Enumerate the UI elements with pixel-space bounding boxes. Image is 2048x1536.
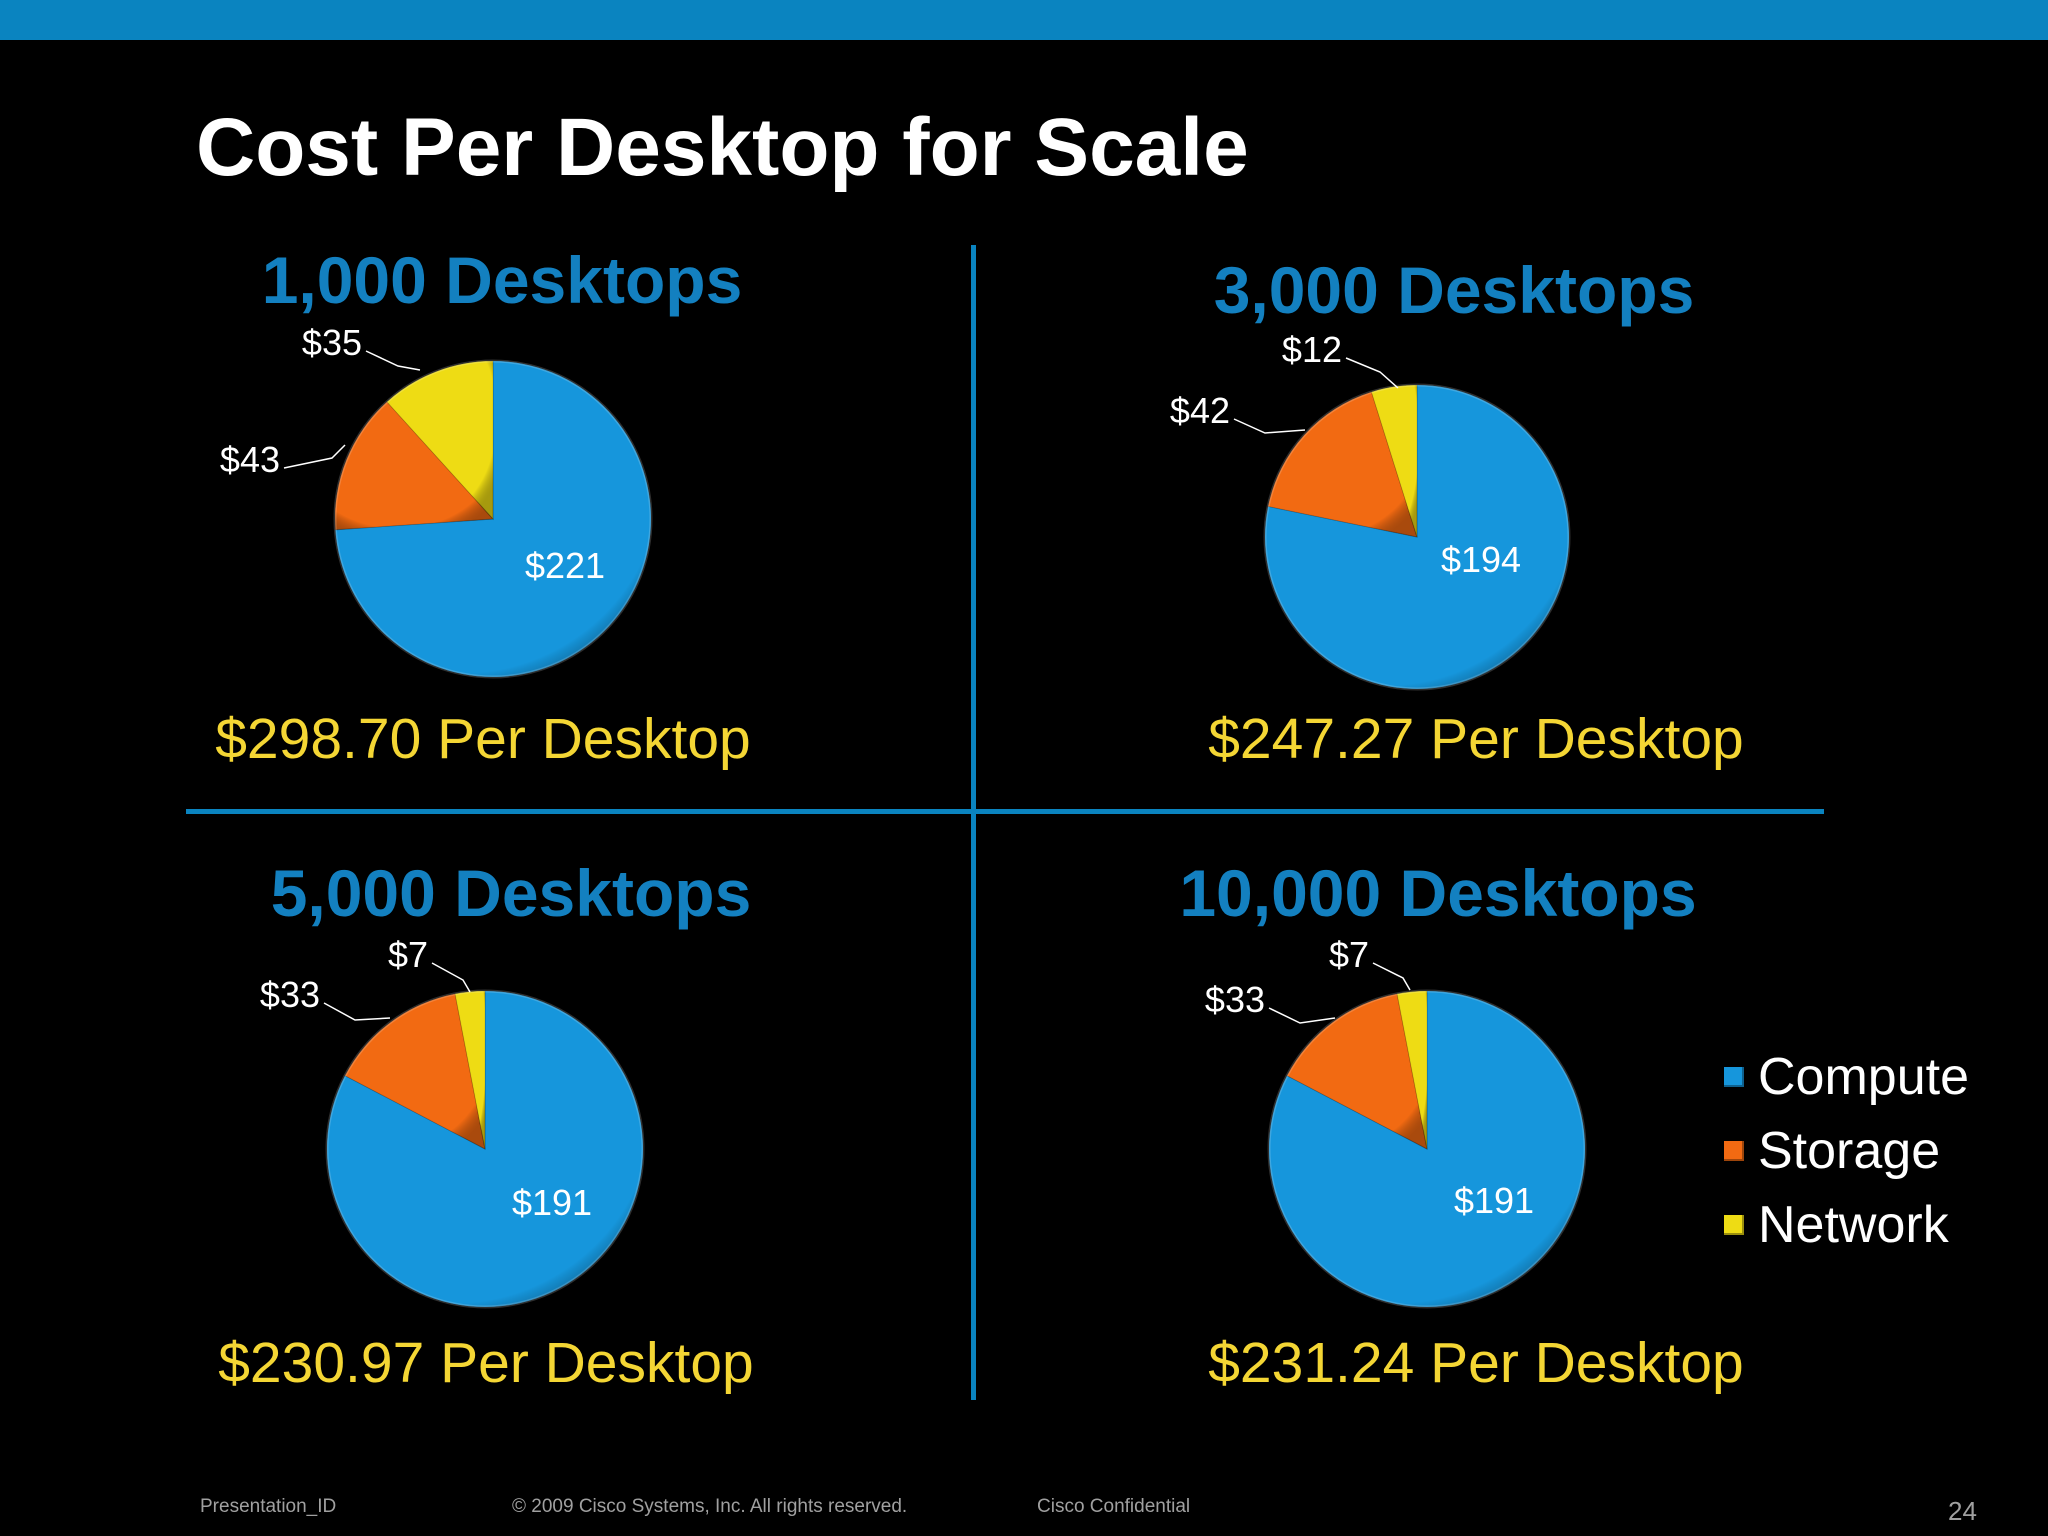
pie-slice-shade-network <box>455 991 485 1149</box>
legend: Compute Storage Network <box>1724 1040 1969 1262</box>
pie-slice-shade-network <box>1397 991 1427 1149</box>
footer-confidential: Cisco Confidential <box>1037 1496 1191 1517</box>
leader-line-storage <box>323 1002 391 1021</box>
per-desktop-1000: $298.70 Per Desktop <box>215 707 751 771</box>
data-label-storage: $33 <box>260 974 320 1015</box>
panel-title-10000: 10,000 Desktops <box>1179 856 1697 930</box>
per-desktop-5000: $230.97 Per Desktop <box>218 1331 754 1395</box>
legend-swatch-network <box>1724 1215 1744 1235</box>
legend-item-network: Network <box>1724 1188 1969 1262</box>
pie-chart-3: $191 $33 $7 <box>1205 934 1587 1309</box>
per-desktop-3000: $247.27 Per Desktop <box>1208 707 1744 771</box>
leader-line-storage <box>1233 418 1306 434</box>
leader-line-network <box>1372 962 1411 991</box>
pie-rim <box>325 989 645 1309</box>
pie-slice-shade-storage <box>345 993 485 1149</box>
panel-title-5000: 5,000 Desktops <box>270 856 752 930</box>
panel-title-1000: 1,000 Desktops <box>261 243 743 317</box>
pie-slice-shade-storage <box>1268 391 1417 537</box>
pie-slice-shade-storage <box>1287 993 1427 1149</box>
pie-rim <box>1267 989 1587 1309</box>
pie-rim <box>333 359 653 679</box>
slide-title: Cost Per Desktop for Scale <box>196 102 1249 193</box>
horizontal-divider <box>186 809 1824 814</box>
pie-slice-shade-network <box>386 361 493 519</box>
data-label-compute: $221 <box>525 545 605 586</box>
data-label-compute: $191 <box>1454 1180 1534 1221</box>
pie-slice-shade-network <box>1371 385 1417 537</box>
legend-label-compute: Compute <box>1758 1048 1969 1106</box>
footer-presentation-id: Presentation_ID <box>200 1496 337 1517</box>
data-label-network: $7 <box>388 934 428 975</box>
per-desktop-10000: $231.24 Per Desktop <box>1208 1331 1744 1395</box>
data-label-network: $7 <box>1329 934 1369 975</box>
data-label-storage: $43 <box>220 439 280 480</box>
data-label-compute: $191 <box>512 1182 592 1223</box>
page-number: 24 <box>1948 1496 1977 1526</box>
leader-line-storage <box>283 444 346 469</box>
data-label-storage: $33 <box>1205 979 1265 1020</box>
pie-slice-shade-storage <box>334 401 493 530</box>
footer-copyright: © 2009 Cisco Systems, Inc. All rights re… <box>512 1496 908 1517</box>
panel-title-3000: 3,000 Desktops <box>1213 253 1695 327</box>
leader-line-network <box>431 962 471 993</box>
top-accent-bar <box>0 0 2048 40</box>
pie-chart-2: $191 $33 $7 <box>260 934 645 1309</box>
vertical-divider <box>971 245 976 1400</box>
leader-line-network <box>365 350 421 371</box>
legend-swatch-compute <box>1724 1067 1744 1087</box>
data-label-network: $12 <box>1282 329 1342 370</box>
data-label-storage: $42 <box>1170 390 1230 431</box>
data-label-compute: $194 <box>1441 539 1521 580</box>
legend-item-storage: Storage <box>1724 1114 1969 1188</box>
pie-chart-0: $221 $43 $35 <box>220 322 653 679</box>
leader-line-storage <box>1268 1007 1336 1024</box>
legend-swatch-storage <box>1724 1141 1744 1161</box>
data-label-network: $35 <box>302 322 362 363</box>
legend-label-network: Network <box>1758 1196 1949 1254</box>
pie-chart-1: $194 $42 $12 <box>1170 329 1571 691</box>
leader-line-network <box>1345 357 1399 389</box>
pie-slice-shade-compute <box>335 361 652 678</box>
legend-label-storage: Storage <box>1758 1122 1941 1180</box>
pie-slice-shade-compute <box>1269 991 1586 1307</box>
legend-item-compute: Compute <box>1724 1040 1969 1114</box>
pie-rim <box>1263 383 1571 691</box>
